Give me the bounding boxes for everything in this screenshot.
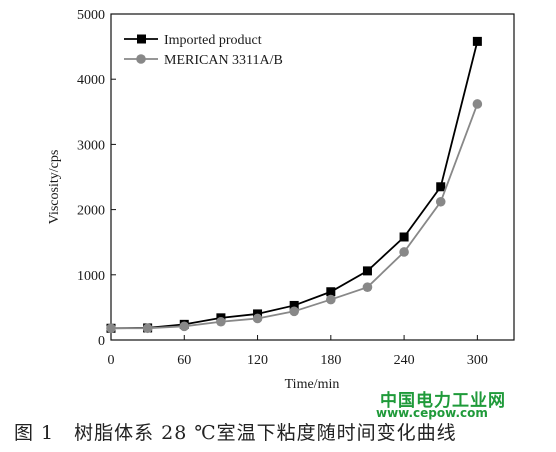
watermark-url: www.cepow.com [376, 406, 488, 420]
y-tick-label: 3000 [77, 138, 105, 153]
series-2 [106, 99, 483, 334]
y-tick-label: 0 [98, 334, 105, 349]
x-tick-label: 120 [247, 353, 268, 368]
data-point [252, 313, 263, 324]
data-point [399, 232, 409, 242]
figure-caption: 图 1 树脂体系 28 ℃室温下粘度随时间变化曲线 [14, 422, 457, 444]
legend-marker [136, 54, 146, 64]
data-point [216, 316, 226, 327]
series-1 [106, 36, 482, 333]
data-point [289, 306, 299, 317]
axes [110, 13, 515, 341]
legend: Imported product MERICAN 3311A/B [124, 33, 283, 68]
legend-marker [137, 34, 146, 44]
watermark-text: 中国电力工业网 [380, 391, 506, 411]
data-point [472, 36, 482, 46]
series-line [111, 103, 479, 330]
x-tick-label: 0 [108, 353, 115, 368]
y-tick-label: 4000 [77, 73, 105, 88]
data-point [289, 300, 299, 310]
y-tick-label: 2000 [77, 204, 105, 219]
series-line [110, 41, 479, 330]
data-point [362, 282, 373, 292]
data-point [399, 247, 409, 257]
legend-label: Imported product [164, 33, 262, 48]
data-point [435, 196, 446, 207]
data-point [142, 323, 153, 334]
data-point [362, 266, 372, 276]
data-point [436, 182, 446, 192]
y-tick-label: 1000 [77, 269, 105, 284]
series [106, 36, 483, 334]
y-tick-label: 5000 [77, 8, 105, 23]
data-point [472, 99, 483, 109]
x-axis-label: Time/min [285, 377, 340, 392]
x-tick-label: 300 [467, 353, 488, 368]
legend-label: MERICAN 3311A/B [164, 53, 283, 68]
y-axis-label: Viscosity/cps [47, 150, 62, 225]
x-tick-label: 60 [177, 353, 191, 368]
x-tick-label: 240 [394, 353, 415, 368]
plot-frame [110, 13, 515, 341]
data-point [326, 294, 336, 305]
x-tick-label: 180 [320, 353, 341, 368]
data-point [106, 323, 116, 334]
data-point [179, 321, 190, 332]
data-point [326, 287, 336, 297]
